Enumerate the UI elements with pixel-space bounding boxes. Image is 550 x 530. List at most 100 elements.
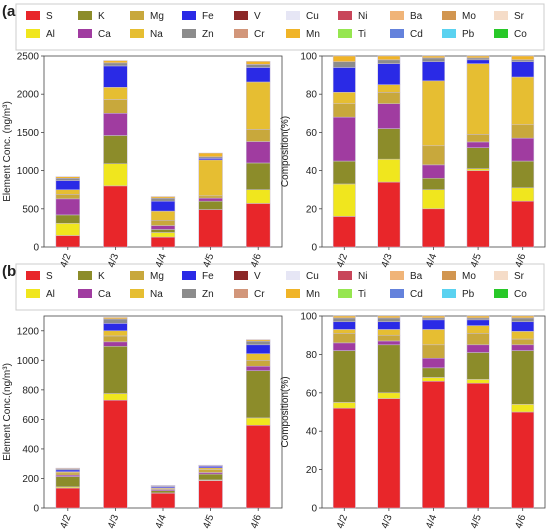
bar-segment-fe	[150, 200, 176, 212]
bar-segment-al	[511, 404, 535, 413]
legend-label: Co	[514, 29, 527, 40]
bar-segment-al	[103, 163, 128, 187]
legend-swatch	[442, 289, 456, 298]
bar-segment-fe	[103, 65, 128, 88]
bar-segment-zn	[103, 318, 128, 324]
x-tick-label: 4/2	[335, 513, 350, 530]
bar-segment-al	[422, 189, 445, 210]
bar-segment-zn	[422, 317, 445, 321]
x-tick-label: 4/5	[469, 513, 484, 530]
legend-swatch	[182, 11, 196, 20]
bar-segment-k	[198, 200, 223, 210]
legend-label: Mg	[150, 11, 164, 22]
bar-segment-s	[377, 181, 401, 248]
bar-segment-zn	[246, 64, 271, 68]
legend-swatch	[234, 11, 248, 20]
bar-segment-fe	[55, 469, 80, 472]
legend-swatch	[286, 11, 300, 20]
legend-label: Fe	[202, 271, 214, 282]
bar-segment-ca	[198, 197, 223, 202]
y-tick-label: 400	[22, 444, 39, 455]
bar-segment-na	[150, 210, 176, 221]
x-tick-label: 4/2	[59, 252, 74, 269]
bar-segment-s	[332, 407, 356, 509]
bar-segment-k	[55, 214, 80, 224]
legend-swatch	[78, 29, 92, 38]
bar-segment-s	[422, 381, 445, 509]
bar-segment-k	[332, 350, 356, 403]
legend-swatch	[390, 11, 404, 20]
bar-segment-na	[332, 92, 356, 105]
legend-swatch	[338, 271, 352, 280]
bar-segment-na	[103, 87, 128, 100]
bar-segment-zn	[332, 317, 356, 323]
bar-segment-mg	[246, 129, 271, 142]
bar-segment-zn	[422, 57, 445, 62]
bar-segment-fe	[422, 319, 445, 330]
bar-segment-mn	[150, 196, 176, 199]
bar-segment-mg	[332, 103, 356, 118]
legend-swatch	[286, 289, 300, 298]
bar-segment-k	[422, 177, 445, 190]
y-tick-label: 100	[300, 52, 317, 63]
bar-segment-na	[511, 76, 535, 126]
bar-segment-zn	[466, 317, 490, 321]
legend-label: Al	[46, 289, 55, 300]
bar-segment-mn	[422, 55, 445, 59]
bar-segment-k	[511, 160, 535, 189]
legend-swatch	[390, 29, 404, 38]
bar-segment-mn	[55, 467, 80, 470]
legend-label: Mo	[462, 11, 476, 22]
bar-segment-fe	[466, 59, 490, 64]
bar-segment-s	[198, 480, 223, 509]
bar-segment-al	[511, 187, 535, 202]
legend-swatch	[78, 271, 92, 280]
bar-segment-s	[103, 185, 128, 248]
bar-segment-k	[466, 147, 490, 169]
bar-segment-zn	[332, 61, 356, 68]
bar-segment-s	[150, 236, 176, 248]
legend-label: Pb	[462, 289, 475, 300]
legend-swatch	[338, 289, 352, 298]
bar-segment-mg	[511, 124, 535, 139]
legend-label: S	[46, 271, 53, 282]
legend-swatch	[26, 11, 40, 20]
bar-segment-al	[246, 189, 271, 204]
x-tick-label: 4/3	[106, 513, 121, 530]
legend-label: Co	[514, 289, 527, 300]
bar-segment-k	[466, 352, 490, 380]
legend-swatch	[234, 271, 248, 280]
bar-segment-zn	[466, 57, 490, 61]
bar-segment-s	[55, 235, 80, 248]
bar-segment-mn	[198, 152, 223, 158]
bar-segment-mg	[103, 335, 128, 343]
bar-segment-k	[246, 162, 271, 190]
y-tick-label: 0	[33, 243, 39, 254]
legend-swatch	[286, 271, 300, 280]
legend-swatch	[26, 289, 40, 298]
x-tick-label: 4/6	[513, 513, 528, 530]
bar-segment-fe	[55, 180, 80, 190]
y-tick-label: 600	[22, 415, 39, 426]
bar-segment-mg	[377, 92, 401, 105]
legend-swatch	[338, 29, 352, 38]
bar-segment-na	[466, 63, 490, 135]
bar-segment-fe	[377, 321, 401, 330]
bar-segment-ca	[377, 340, 401, 346]
legend-label: Cr	[254, 289, 265, 300]
bar-segment-al	[55, 223, 80, 236]
bar-segment-mg	[55, 194, 80, 200]
bar-segment-fe	[422, 61, 445, 82]
bar-segment-mg	[332, 333, 356, 344]
legend-swatch	[130, 271, 144, 280]
legend-label: Ni	[358, 11, 367, 22]
bar-segment-mn	[422, 315, 445, 319]
legend-label: Na	[150, 29, 163, 40]
y-tick-label: 500	[22, 204, 39, 215]
bar-segment-mn	[246, 339, 271, 342]
legend-swatch	[26, 29, 40, 38]
y-tick-label: 60	[306, 128, 318, 139]
bar-segment-fe	[332, 321, 356, 330]
legend-label: Ca	[98, 29, 111, 40]
x-tick-label: 4/5	[201, 252, 216, 269]
